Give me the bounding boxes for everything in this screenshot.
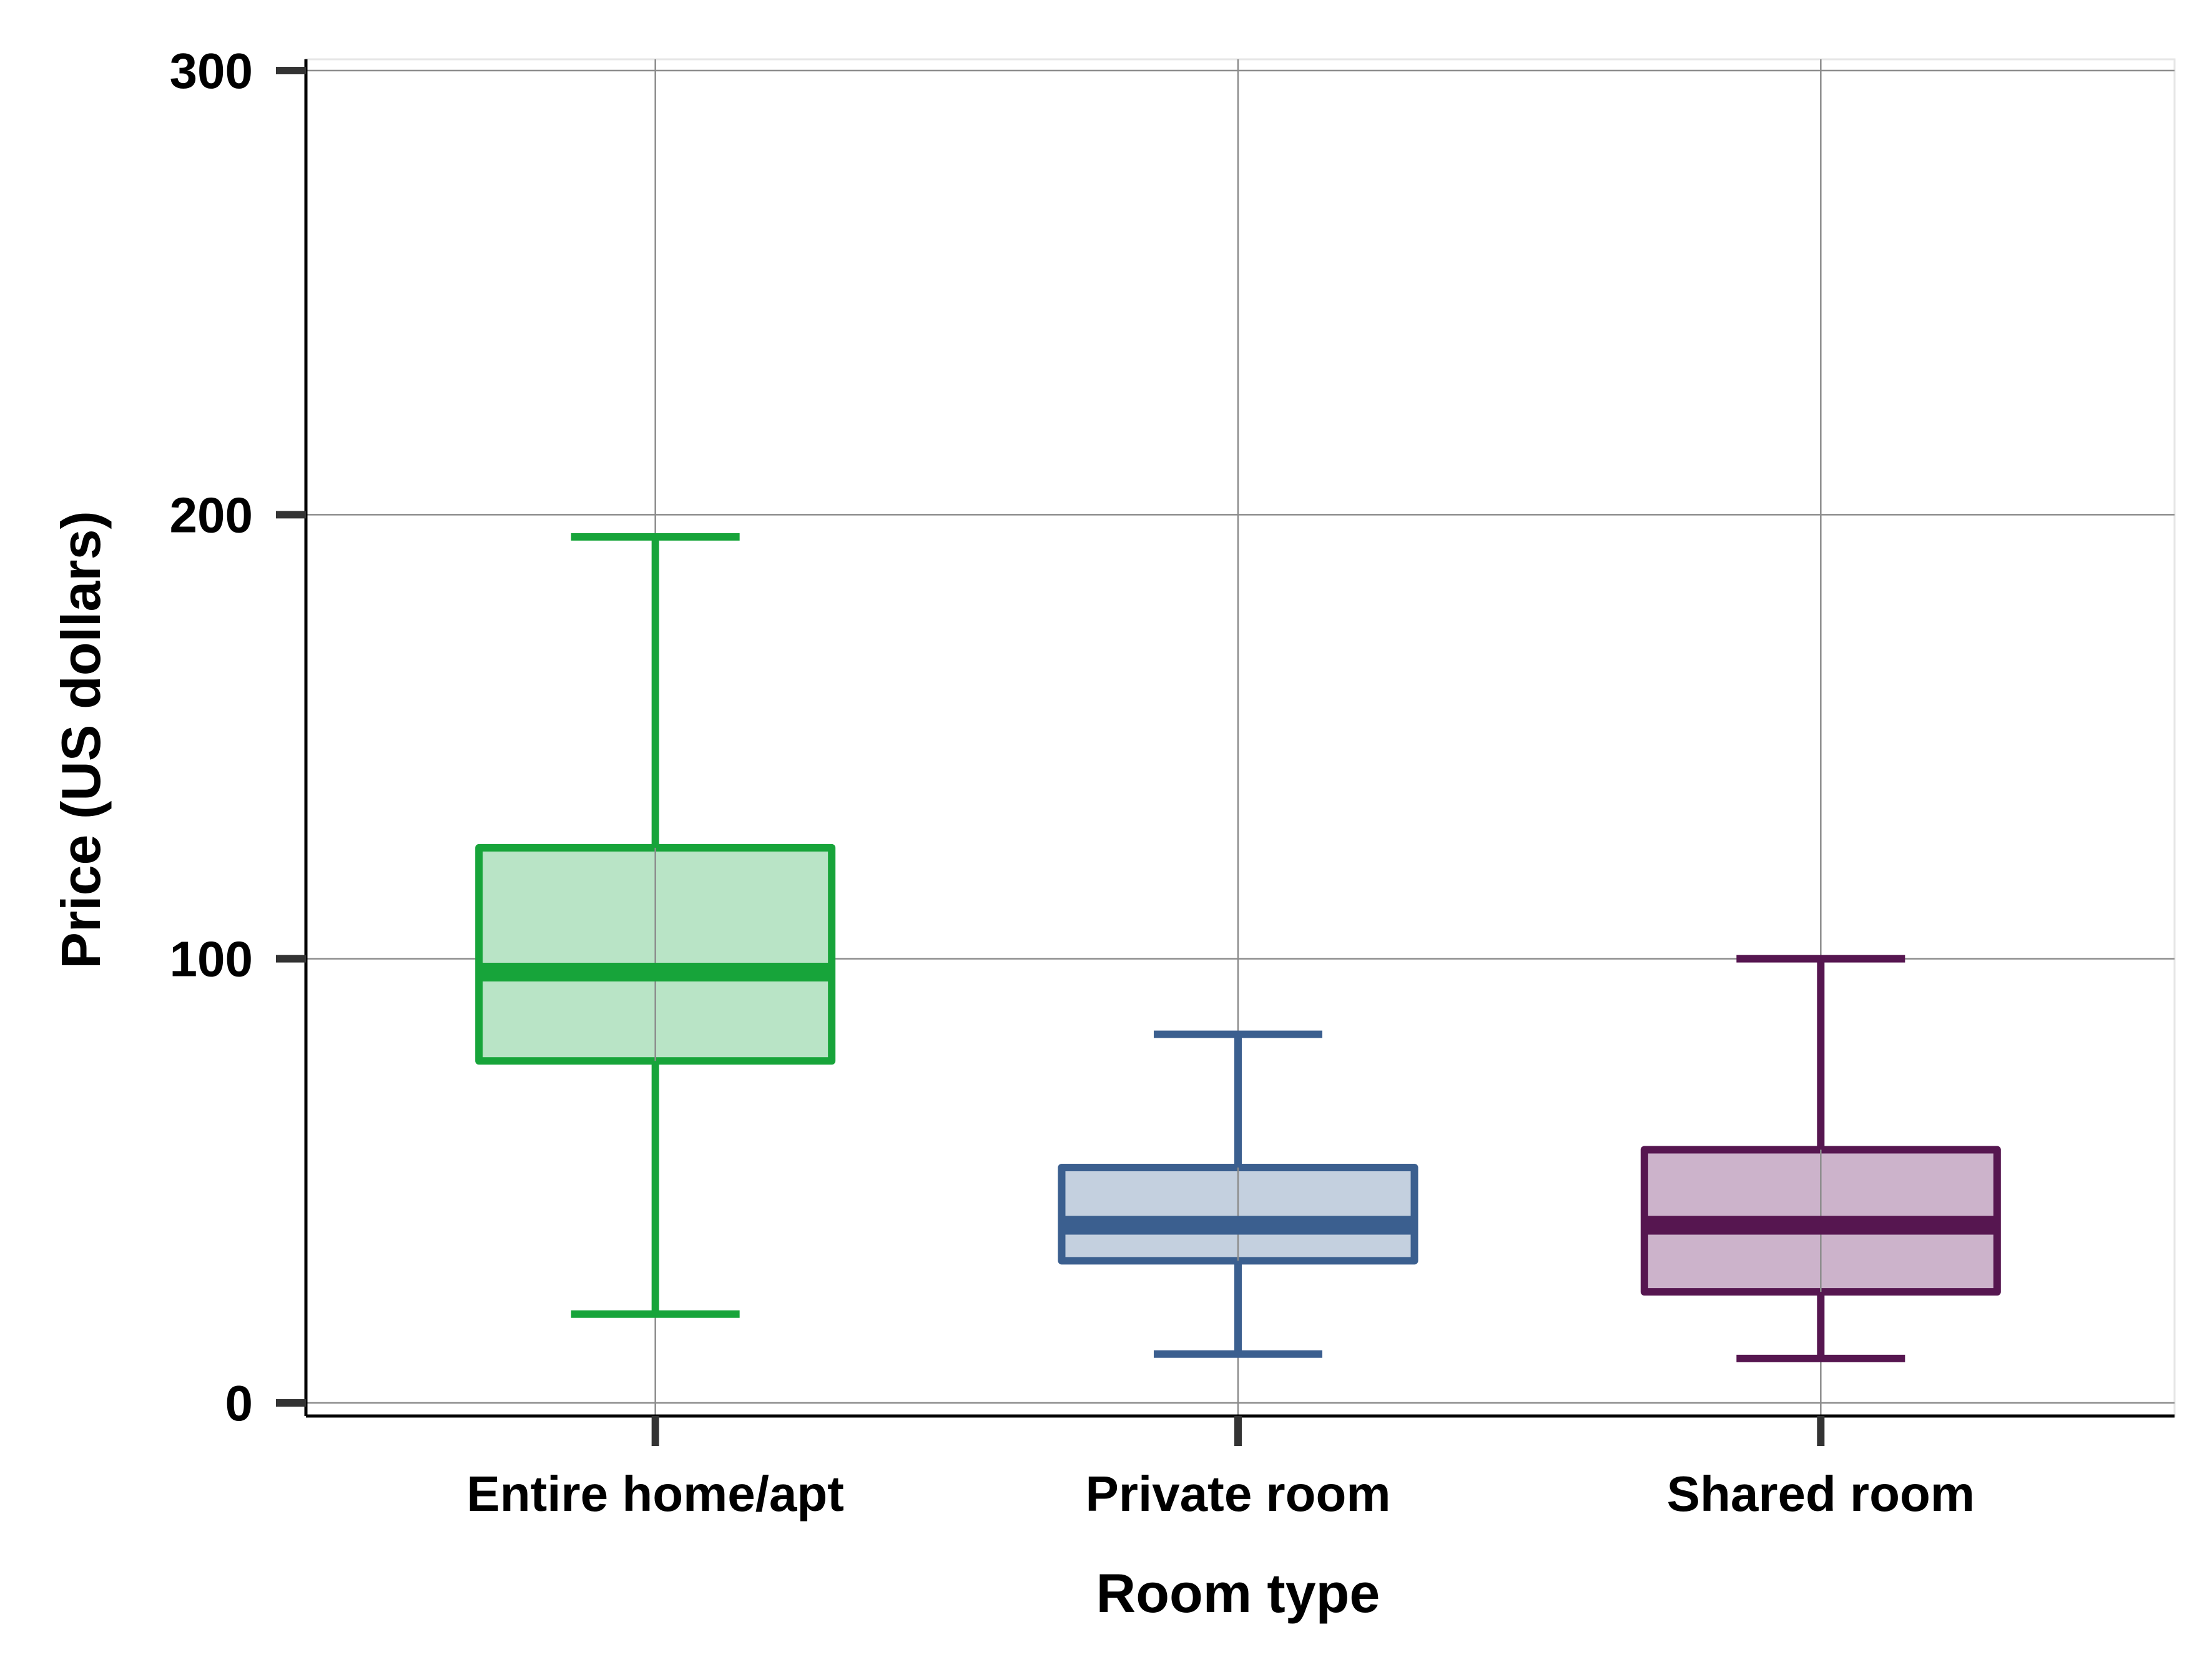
box-group-2 (1058, 1030, 1418, 1358)
box-group-1 (475, 533, 836, 1318)
y-tick-label-0: 0 (225, 1375, 253, 1431)
y-tick-label-200: 200 (170, 487, 253, 543)
label-layer: Room type Price (US dollars) (50, 511, 1380, 1624)
box-group-3 (1640, 955, 2001, 1362)
y-tick-label-100: 100 (170, 932, 253, 987)
axis-layer: 0 100 200 300 Entire home/apt Private room Sha… (170, 43, 2175, 1522)
x-tick-label-2: Private room (1085, 1466, 1390, 1522)
x-tick-label-3: Shared room (1667, 1466, 1975, 1522)
x-tick-label-1: Entire home/apt (466, 1466, 844, 1522)
box-layer (475, 533, 2001, 1362)
x-axis-title: Room type (1096, 1562, 1380, 1624)
y-axis-title: Price (US dollars) (50, 511, 112, 969)
y-tick-label-300: 300 (170, 43, 253, 99)
